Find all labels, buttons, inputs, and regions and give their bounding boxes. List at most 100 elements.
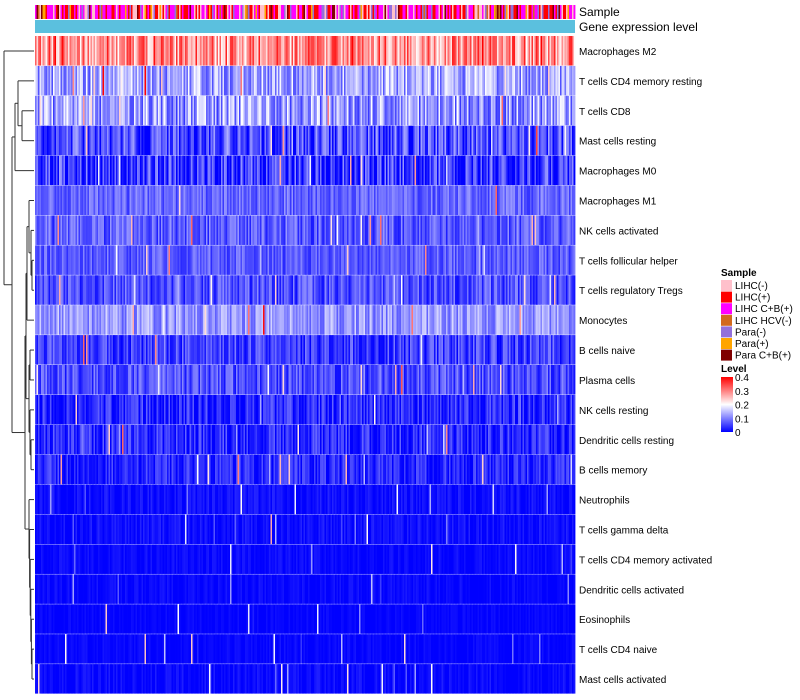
heatmap-cell bbox=[102, 275, 105, 305]
heatmap-cell bbox=[342, 125, 345, 156]
heatmap-cell bbox=[381, 95, 384, 126]
heatmap-cell bbox=[354, 305, 357, 335]
heatmap-cell bbox=[213, 305, 216, 335]
heatmap-cell bbox=[197, 275, 199, 305]
heatmap-cell bbox=[260, 95, 262, 126]
sample-annotation-cell bbox=[342, 5, 345, 19]
sample-annotation-cell bbox=[105, 5, 108, 19]
heatmap-cell bbox=[308, 125, 310, 156]
heatmap-cell bbox=[225, 275, 228, 305]
heatmap-cell bbox=[321, 215, 324, 245]
heatmap-cell bbox=[392, 365, 394, 395]
heatmap-cell bbox=[212, 125, 214, 156]
heatmap-cell bbox=[162, 36, 165, 66]
sample-annotation-cell bbox=[483, 5, 486, 19]
heatmap-cell bbox=[371, 95, 373, 126]
heatmap-cell bbox=[326, 125, 328, 156]
heatmap-cell bbox=[230, 95, 232, 126]
heatmap-cell bbox=[233, 95, 235, 126]
heatmap-cell bbox=[84, 245, 87, 275]
heatmap-cell bbox=[249, 275, 252, 305]
heatmap-cell bbox=[182, 95, 184, 126]
sample-annotation-cell bbox=[144, 5, 147, 19]
heatmap-cell bbox=[477, 275, 480, 305]
heatmap-cell bbox=[69, 95, 72, 126]
heatmap-cell bbox=[212, 185, 214, 216]
heatmap-cell bbox=[261, 65, 264, 96]
heatmap-cell bbox=[479, 95, 481, 126]
heatmap-cell bbox=[165, 305, 168, 335]
heatmap-cell bbox=[123, 215, 126, 245]
heatmap-cell bbox=[278, 275, 280, 305]
heatmap-cell bbox=[447, 215, 450, 245]
heatmap-cell bbox=[381, 125, 384, 156]
heatmap-cell bbox=[443, 365, 445, 395]
heatmap-cell bbox=[537, 215, 540, 245]
heatmap-cell bbox=[498, 125, 501, 156]
heatmap-cell bbox=[551, 125, 553, 156]
heatmap-cell bbox=[383, 215, 385, 245]
heatmap-cell bbox=[284, 155, 286, 186]
heatmap-cell bbox=[183, 275, 186, 305]
heatmap-cell bbox=[56, 155, 58, 186]
heatmap-cell bbox=[546, 335, 549, 365]
heatmap-cell bbox=[426, 65, 429, 96]
heatmap-cell bbox=[146, 125, 148, 156]
heatmap-cell bbox=[254, 95, 256, 126]
heatmap-cell bbox=[549, 245, 552, 275]
heatmap-cell bbox=[558, 36, 561, 66]
heatmap-cell bbox=[564, 335, 567, 365]
sample-annotation-cell bbox=[233, 5, 235, 19]
heatmap-cell bbox=[411, 155, 414, 186]
heatmap-cell bbox=[41, 65, 43, 96]
heatmap-cell bbox=[293, 36, 295, 66]
heatmap-cell bbox=[393, 185, 396, 216]
heatmap-cell bbox=[119, 245, 121, 275]
heatmap-cell bbox=[269, 305, 271, 335]
heatmap-cell bbox=[494, 275, 496, 305]
heatmap-cell bbox=[264, 65, 267, 96]
heatmap-cell bbox=[548, 185, 550, 216]
heatmap-cell bbox=[477, 305, 480, 335]
heatmap-cell bbox=[198, 245, 201, 275]
heatmap-cell bbox=[554, 335, 556, 365]
heatmap-cell bbox=[75, 215, 78, 245]
sample-annotation-cell bbox=[479, 5, 481, 19]
heatmap-cell bbox=[128, 365, 130, 395]
heatmap-cell bbox=[440, 305, 442, 335]
heatmap-cell bbox=[503, 365, 505, 395]
heatmap-cell bbox=[269, 215, 271, 245]
heatmap-cell bbox=[77, 275, 79, 305]
heatmap-cell bbox=[533, 365, 535, 395]
heatmap-cell bbox=[72, 215, 75, 245]
heatmap-cell bbox=[435, 215, 438, 245]
sample-annotation-cell bbox=[83, 5, 85, 19]
heatmap-cell bbox=[140, 305, 142, 335]
heatmap-cell bbox=[563, 275, 565, 305]
heatmap-cell bbox=[117, 335, 120, 365]
heatmap-cell bbox=[99, 215, 102, 245]
heatmap-cell bbox=[180, 275, 183, 305]
heatmap-cell bbox=[273, 155, 276, 186]
heatmap-cell bbox=[447, 245, 450, 275]
sample-annotation-cell bbox=[450, 5, 453, 19]
heatmap-cell bbox=[210, 125, 213, 156]
heatmap-cell bbox=[438, 335, 441, 365]
heatmap-cell bbox=[495, 365, 498, 395]
heatmap-cell bbox=[219, 365, 222, 395]
heatmap-cell bbox=[479, 215, 481, 245]
heatmap-cell bbox=[273, 365, 276, 395]
heatmap-cell bbox=[347, 125, 349, 156]
heatmap-cell bbox=[312, 185, 315, 216]
heatmap-cell bbox=[36, 365, 39, 395]
sample-annotation-cell bbox=[194, 5, 196, 19]
heatmap-cell bbox=[56, 185, 58, 216]
heatmap-cell bbox=[486, 185, 489, 216]
heatmap-cell bbox=[278, 155, 280, 186]
heatmap-cell bbox=[201, 215, 204, 245]
heatmap-cell bbox=[405, 245, 408, 275]
heatmap-cell bbox=[366, 36, 369, 66]
heatmap-cell bbox=[194, 95, 196, 126]
heatmap-cell bbox=[413, 95, 415, 126]
heatmap-cell bbox=[327, 95, 330, 126]
